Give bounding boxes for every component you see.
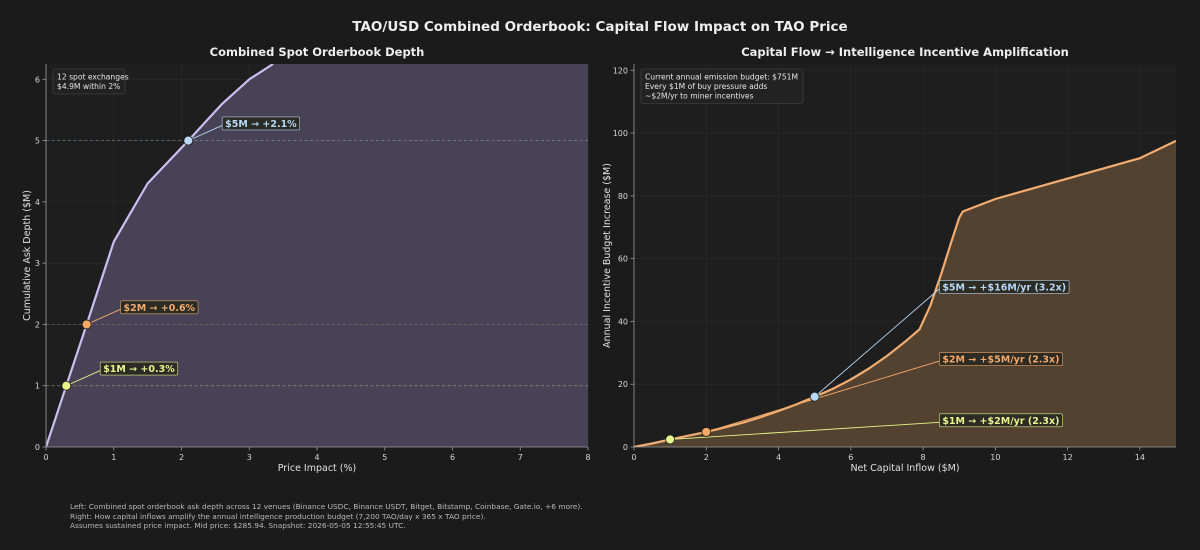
y-tick-label: 120 xyxy=(613,66,628,75)
annotation-connector xyxy=(706,360,940,433)
x-tick-label: 2 xyxy=(179,453,184,462)
series-line xyxy=(46,64,274,447)
x-tick-label: 4 xyxy=(776,453,781,462)
y-tick-label: 2 xyxy=(35,320,40,329)
annotation-box xyxy=(939,352,1063,366)
x-tick-label: 8 xyxy=(921,453,926,462)
annotation-connector xyxy=(814,288,940,398)
info-box: Current annual emission budget: $751MEve… xyxy=(640,68,804,104)
x-tick-label: 3 xyxy=(247,453,252,462)
panel-title: Combined Spot Orderbook Depth xyxy=(210,45,425,59)
x-axis-label: Price Impact (%) xyxy=(278,463,357,474)
annotation-box xyxy=(99,361,179,376)
incentive-amplification-chart: $1M → +$2M/yr (2.3x) $2M → +$5M/yr (2.3x)… xyxy=(602,45,1176,474)
figure-title: TAO/USD Combined Orderbook: Capital Flow… xyxy=(352,19,848,35)
footer-notes: Left: Combined spot orderbook ask depth … xyxy=(70,502,583,531)
info-box-line: 12 spot exchanges xyxy=(57,73,129,82)
data-marker xyxy=(61,380,72,391)
y-tick-label: 4 xyxy=(35,198,40,207)
annotation-label: $1M → +$2M/yr (2.3x) xyxy=(942,416,1059,427)
annotation-box xyxy=(221,116,301,131)
x-tick-label: 5 xyxy=(382,453,387,462)
y-axis-label: Annual Incentive Budget Increase ($M) xyxy=(602,163,613,348)
x-tick-label: 0 xyxy=(43,453,48,462)
x-tick-label: 1 xyxy=(111,453,116,462)
x-tick-label: 6 xyxy=(848,453,853,462)
annotation: $5M → +$16M/yr (3.2x) xyxy=(814,280,1070,398)
y-tick-label: 80 xyxy=(618,192,628,201)
annotation-connector xyxy=(86,308,121,325)
info-box: 12 spot exchanges$4.9M within 2% xyxy=(52,68,129,95)
info-box-line: Every $1M of buy pressure adds xyxy=(645,82,767,91)
annotation-box xyxy=(120,300,199,315)
x-tick-label: 4 xyxy=(314,453,319,462)
data-marker xyxy=(665,434,676,445)
x-tick-label: 8 xyxy=(585,453,590,462)
annotation: $5M → +2.1% xyxy=(188,116,301,142)
data-marker xyxy=(183,135,194,146)
annotation: $2M → +0.6% xyxy=(86,300,199,325)
y-tick-label: 5 xyxy=(35,137,40,146)
info-box-line: ~$2M/yr to miner incentives xyxy=(645,92,754,101)
y-tick-label: 20 xyxy=(618,380,628,389)
annotation-connector xyxy=(670,421,940,440)
y-tick-label: 100 xyxy=(613,129,628,138)
y-tick-label: 0 xyxy=(623,443,628,452)
y-tick-label: 60 xyxy=(618,255,628,264)
annotation-connector xyxy=(188,125,223,142)
data-marker xyxy=(81,319,92,330)
footer-line: Left: Combined spot orderbook ask depth … xyxy=(70,502,583,511)
annotation-label: $5M → +2.1% xyxy=(225,119,297,130)
x-tick-label: 10 xyxy=(990,453,1000,462)
y-axis-label: Cumulative Ask Depth ($M) xyxy=(22,190,33,321)
plot-content xyxy=(46,64,588,447)
annotation-label: $2M → +$5M/yr (2.3x) xyxy=(942,355,1059,366)
x-tick-label: 2 xyxy=(704,453,709,462)
x-tick-label: 6 xyxy=(450,453,455,462)
x-tick-label: 7 xyxy=(518,453,523,462)
x-tick-label: 12 xyxy=(1063,453,1073,462)
info-box-line: $4.9M within 2% xyxy=(57,82,120,91)
info-box-frame xyxy=(52,68,126,95)
footer-line: Right: How capital inflows amplify the a… xyxy=(70,511,486,521)
y-tick-label: 6 xyxy=(35,75,40,84)
annotation-label: $1M → +0.3% xyxy=(103,364,175,375)
data-marker xyxy=(809,391,820,402)
annotation: $2M → +$5M/yr (2.3x) xyxy=(706,352,1063,433)
x-tick-label: 14 xyxy=(1135,453,1145,462)
footer-line: Assumes sustained price impact. Mid pric… xyxy=(70,521,406,531)
annotation-box xyxy=(939,280,1070,294)
incentive-area-fill xyxy=(634,140,1176,447)
data-marker xyxy=(701,427,712,437)
orderbook-depth-chart: $1M → +0.3% $2M → +0.6% $5M → +2.1% 12 spot… xyxy=(22,45,591,474)
y-tick-label: 1 xyxy=(35,382,40,391)
annotation-label: $5M → +$16M/yr (3.2x) xyxy=(942,282,1066,293)
depth-area-fill xyxy=(46,64,588,447)
y-tick-label: 40 xyxy=(618,317,628,326)
annotation-label: $2M → +0.6% xyxy=(124,303,196,314)
y-tick-label: 3 xyxy=(35,259,40,268)
info-box-frame xyxy=(640,68,804,104)
annotation: $1M → +0.3% xyxy=(66,361,179,387)
annotation-connector xyxy=(66,370,101,387)
x-axis-label: Net Capital Inflow ($M) xyxy=(850,463,959,474)
info-box-line: Current annual emission budget: $751M xyxy=(645,73,798,82)
y-tick-label: 0 xyxy=(35,443,40,452)
panel-title: Capital Flow → Intelligence Incentive Am… xyxy=(741,45,1069,59)
annotation-box xyxy=(939,413,1063,428)
x-tick-label: 0 xyxy=(631,453,636,462)
annotation: $1M → +$2M/yr (2.3x) xyxy=(670,413,1063,440)
